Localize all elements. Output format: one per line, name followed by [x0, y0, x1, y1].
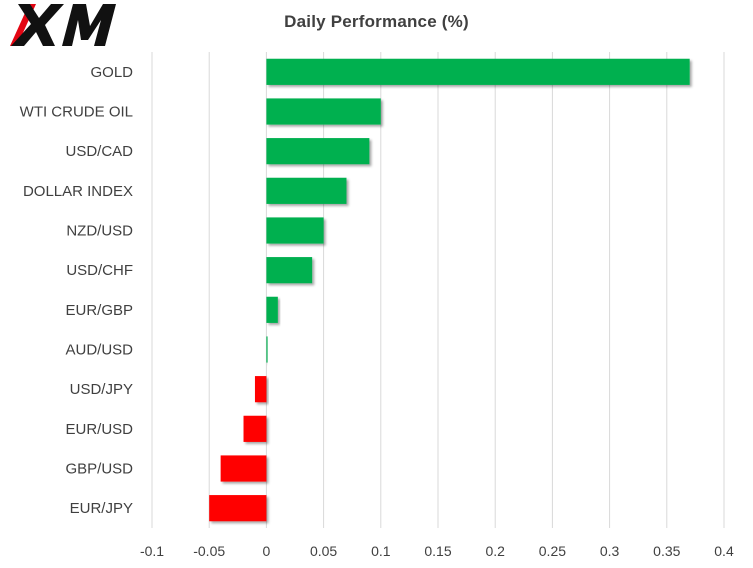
category-label: GBP/USD: [65, 461, 133, 478]
x-tick-labels: -0.1 -0.05 0 0.05 0.1 0.15 0.2 0.25 0.3 0.35 0.4: [140, 543, 734, 559]
category-label: AUD/USD: [65, 342, 133, 359]
category-label: WTI CRUDE OIL: [20, 104, 133, 121]
x-tick-label: 0.35: [653, 543, 680, 559]
chart-title: Daily Performance (%): [284, 12, 469, 31]
x-tick-label: 0.4: [714, 543, 734, 559]
category-label: NZD/USD: [66, 223, 133, 240]
bar-eur-jpy: [209, 495, 267, 522]
bar-gold: [266, 58, 690, 85]
bars: [209, 58, 690, 522]
category-label: EUR/USD: [65, 421, 133, 438]
bar-usd-jpy: [254, 376, 267, 403]
bar-eur-gbp: [266, 296, 278, 323]
category-label: GOLD: [90, 64, 133, 81]
x-tick-label: 0.15: [424, 543, 451, 559]
x-tick-label: 0.2: [485, 543, 505, 559]
category-label: DOLLAR INDEX: [23, 183, 133, 200]
bar-wti-crude-oil: [266, 98, 381, 125]
x-tick-label: 0.1: [371, 543, 391, 559]
category-label: EUR/JPY: [70, 500, 133, 517]
category-labels: GOLD WTI CRUDE OIL USD/CAD DOLLAR INDEX NZD/…: [20, 64, 134, 517]
x-tick-label: -0.05: [193, 543, 225, 559]
bar-usd-chf: [266, 257, 313, 284]
bar-eur-usd: [243, 415, 267, 442]
x-tick-label: 0: [263, 543, 271, 559]
bar-nzd-usd: [266, 217, 324, 244]
category-label: USD/CHF: [66, 262, 133, 279]
bar-aud-usd: [266, 336, 268, 363]
category-label: USD/JPY: [70, 381, 133, 398]
gridlines: [151, 52, 725, 528]
x-tick-label: -0.1: [140, 543, 164, 559]
category-label: EUR/GBP: [65, 302, 133, 319]
x-tick-label: 0.3: [600, 543, 620, 559]
category-label: USD/CAD: [65, 143, 133, 160]
bar-usd-cad: [266, 138, 370, 165]
x-tick-label: 0.05: [310, 543, 337, 559]
x-tick-label: 0.25: [539, 543, 566, 559]
xm-logo: [10, 4, 116, 46]
bar-gbp-usd: [220, 455, 267, 482]
bar-dollar-index: [266, 177, 347, 204]
